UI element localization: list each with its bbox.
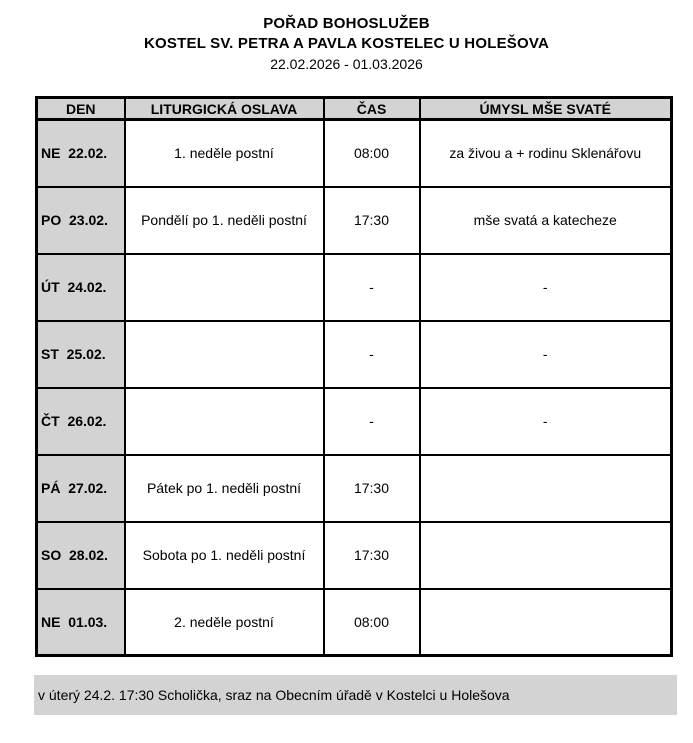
document-header: POŘAD BOHOSLUŽEB KOSTEL SV. PETRA A PAVL…	[0, 0, 693, 74]
schedule-table-body: NE 22.02. 1. neděle postní 08:00 za živou a…	[35, 118, 673, 657]
table-row: ST 25.02. - -	[35, 319, 673, 389]
time-cell: 08:00	[322, 587, 421, 657]
time-cell: -	[322, 319, 421, 389]
day-cell: ČT 26.02.	[35, 386, 126, 456]
table-row: PO 23.02. Pondělí po 1. neděli postní 17:3…	[35, 185, 673, 255]
intention-cell: -	[418, 319, 673, 389]
liturgy-cell: 2. neděle postní	[123, 587, 325, 657]
table-row: PÁ 27.02. Pátek po 1. neděli postní 17:30	[35, 453, 673, 523]
intention-cell	[418, 520, 673, 590]
column-header-3: ÚMYSL MŠE SVATÉ	[418, 96, 673, 121]
time-cell: 08:00	[322, 118, 421, 188]
day-cell: NE 22.02.	[35, 118, 126, 188]
time-cell: -	[322, 252, 421, 322]
liturgy-cell: 1. neděle postní	[123, 118, 325, 188]
table-row: ÚT 24.02. - -	[35, 252, 673, 322]
intention-cell: za živou a + rodinu Sklenářovu	[418, 118, 673, 188]
liturgy-cell: Pátek po 1. neděli postní	[123, 453, 325, 523]
time-cell: 17:30	[322, 453, 421, 523]
day-cell: ÚT 24.02.	[35, 252, 126, 322]
page-title: POŘAD BOHOSLUŽEB	[263, 15, 430, 32]
schedule-table-head-row: DEN LITURGICKÁ OSLAVA ČAS ÚMYSL MŠE SVATÉ	[35, 96, 673, 121]
day-cell: PO 23.02.	[35, 185, 126, 255]
column-header-0: DEN	[35, 96, 126, 121]
intention-cell: -	[418, 386, 673, 456]
intention-cell: mše svatá a katecheze	[418, 185, 673, 255]
liturgy-cell	[123, 252, 325, 322]
schedule-table: DEN LITURGICKÁ OSLAVA ČAS ÚMYSL MŠE SVATÉ N…	[35, 96, 673, 657]
liturgy-cell	[123, 319, 325, 389]
intention-cell: -	[418, 252, 673, 322]
footnote: v úterý 24.2. 17:30 Scholička, sraz na O…	[34, 675, 677, 715]
table-row: SO 28.02. Sobota po 1. neděli postní 17:30	[35, 520, 673, 590]
liturgy-cell: Sobota po 1. neděli postní	[123, 520, 325, 590]
intention-cell	[418, 587, 673, 657]
column-header-2: ČAS	[322, 96, 421, 121]
day-cell: PÁ 27.02.	[35, 453, 126, 523]
time-cell: 17:30	[322, 185, 421, 255]
intention-cell	[418, 453, 673, 523]
liturgy-cell: Pondělí po 1. neděli postní	[123, 185, 325, 255]
day-cell: SO 28.02.	[35, 520, 126, 590]
time-cell: 17:30	[322, 520, 421, 590]
table-row: ČT 26.02. - -	[35, 386, 673, 456]
table-row: NE 01.03. 2. neděle postní 08:00	[35, 587, 673, 657]
liturgy-cell	[123, 386, 325, 456]
table-row: NE 22.02. 1. neděle postní 08:00 za živou a…	[35, 118, 673, 188]
day-cell: ST 25.02.	[35, 319, 126, 389]
column-header-1: LITURGICKÁ OSLAVA	[123, 96, 325, 121]
time-cell: -	[322, 386, 421, 456]
page-subtitle: KOSTEL SV. PETRA A PAVLA KOSTELEC U HOLE…	[144, 35, 549, 52]
date-range: 22.02.2026 - 01.03.2026	[270, 56, 423, 72]
day-cell: NE 01.03.	[35, 587, 126, 657]
